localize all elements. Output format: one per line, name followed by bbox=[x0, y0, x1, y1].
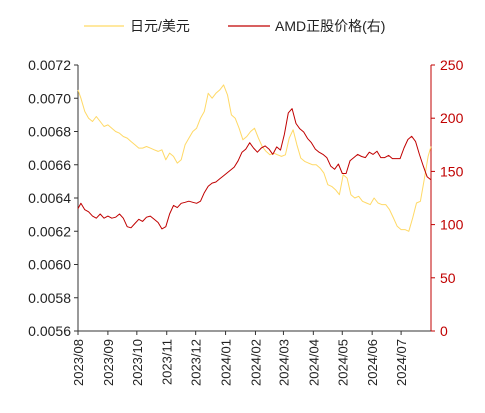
left-axis-ticks: 0.0056 0.0058 0.0060 0.0062 0.0064 0.0066 0.00… bbox=[28, 57, 78, 339]
left-tick-label: 0.0056 bbox=[28, 323, 71, 339]
left-tick-label: 0.0064 bbox=[28, 190, 71, 206]
series-layer bbox=[77, 84, 432, 232]
legend-label-amd-price: AMD正股价格(右) bbox=[275, 18, 385, 34]
left-tick-label: 0.0068 bbox=[28, 124, 71, 140]
legend-label-jpy-usd: 日元/美元 bbox=[130, 18, 190, 34]
x-tick-label: 2024/01 bbox=[219, 339, 234, 386]
left-tick-label: 0.0058 bbox=[28, 290, 71, 306]
left-tick-label: 0.0062 bbox=[28, 223, 71, 239]
x-tick-label: 2023/12 bbox=[189, 339, 204, 386]
x-tick-label: 2023/11 bbox=[160, 339, 175, 385]
x-tick-label: 2023/10 bbox=[130, 339, 145, 386]
x-tick-label: 2024/04 bbox=[306, 339, 321, 386]
right-tick-label: 50 bbox=[440, 270, 456, 286]
x-tick-label: 2024/03 bbox=[276, 339, 291, 386]
series-line-jpy-usd bbox=[77, 84, 432, 232]
right-tick-label: 0 bbox=[440, 323, 448, 339]
x-tick-label: 2024/06 bbox=[365, 339, 380, 386]
right-tick-label: 200 bbox=[440, 110, 464, 126]
right-axis-ticks: 0 50 100 150 200 250 bbox=[431, 57, 464, 339]
right-tick-label: 100 bbox=[440, 217, 464, 233]
series-line-amd-price bbox=[77, 108, 432, 230]
x-tick-label: 2024/05 bbox=[335, 339, 350, 386]
x-tick-label: 2023/08 bbox=[71, 339, 86, 386]
x-tick-label: 2024/02 bbox=[248, 339, 263, 386]
left-tick-label: 0.0070 bbox=[28, 90, 71, 106]
axes bbox=[77, 65, 432, 332]
x-tick-label: 2023/09 bbox=[101, 339, 116, 386]
x-tick-label: 2024/07 bbox=[394, 339, 409, 386]
x-axis-ticks: 2023/08 2023/09 2023/10 2023/11 2023/12 2024/… bbox=[71, 331, 409, 386]
right-tick-label: 250 bbox=[440, 57, 464, 73]
left-tick-label: 0.0060 bbox=[28, 257, 71, 273]
left-tick-label: 0.0066 bbox=[28, 157, 71, 173]
left-tick-label: 0.0072 bbox=[28, 57, 71, 73]
right-tick-label: 150 bbox=[440, 163, 464, 179]
legend: 日元/美元 AMD正股价格(右) bbox=[84, 18, 385, 34]
